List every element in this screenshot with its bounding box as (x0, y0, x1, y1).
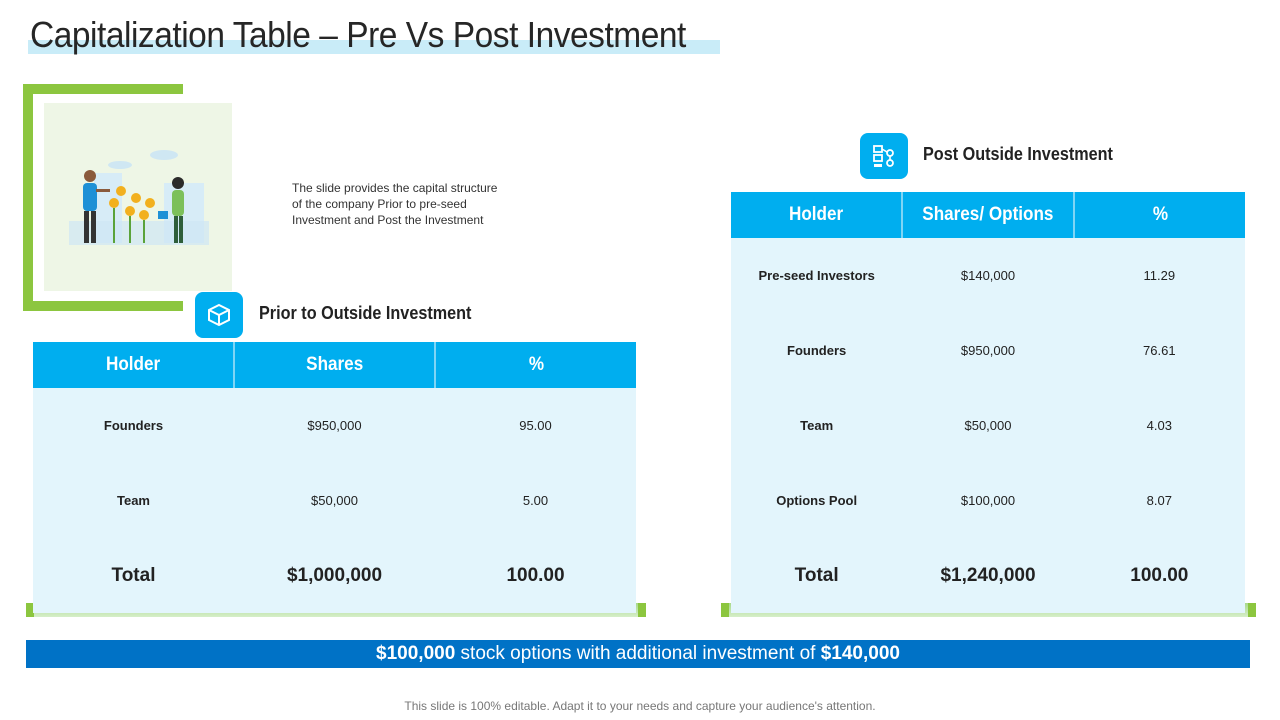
column-header: % (528, 354, 544, 375)
page-title: Capitalization Table – Pre Vs Post Inves… (30, 14, 686, 55)
total-percent: 100.00 (506, 564, 565, 586)
post-section-title: Post Outside Investment (923, 144, 1113, 164)
holder-cell: Founders (103, 418, 164, 433)
table-row: Pre-seed Investors $140,000 11.29 (731, 238, 1245, 313)
percent-cell: 95.00 (519, 418, 552, 433)
column-header: Holder (33, 342, 235, 388)
banner-amount-options: $100,000 (376, 643, 456, 664)
holder-cell: Options Pool (776, 493, 858, 508)
table-header: Holder Shares/ Options % (731, 192, 1245, 238)
prior-table: Holder Shares % Founders $950,000 95.00 … (33, 342, 636, 613)
total-percent: 100.00 (1130, 564, 1189, 586)
column-header: Holder (731, 192, 903, 238)
post-base-left (721, 603, 729, 617)
column-header: Shares/ Options (903, 192, 1075, 238)
banner-amount-investment: $140,000 (820, 643, 900, 664)
prior-base-left (26, 603, 34, 617)
holder-cell: Team (117, 493, 150, 508)
holder-cell: Pre-seed Investors (758, 268, 875, 283)
footer-note: This slide is 100% editable. Adapt it to… (404, 699, 876, 713)
shares-cell: $950,000 (307, 418, 362, 433)
illustration-image (44, 103, 232, 291)
percent-cell: 76.61 (1143, 343, 1176, 358)
shares-cell: $50,000 (964, 418, 1012, 433)
banner-text: stock options with additional investment… (455, 643, 821, 664)
percent-cell: 8.07 (1146, 493, 1172, 508)
cube-icon (195, 292, 243, 338)
table-row: Options Pool $100,000 8.07 (731, 463, 1245, 538)
post-table: Holder Shares/ Options % Pre-seed Invest… (731, 192, 1245, 613)
percent-cell: 4.03 (1146, 418, 1172, 433)
table-row: Founders $950,000 95.00 (33, 388, 636, 463)
post-base-right (1248, 603, 1256, 617)
title-wrap: Capitalization Table – Pre Vs Post Inves… (30, 14, 735, 56)
shares-cell: $140,000 (960, 268, 1016, 283)
table-row: Team $50,000 4.03 (731, 388, 1245, 463)
prior-section-title: Prior to Outside Investment (259, 303, 472, 323)
slide-description: The slide provides the capital structure… (292, 181, 498, 227)
growth-illustration-icon (69, 150, 209, 245)
table-header: Holder Shares % (33, 342, 636, 388)
title-underline (28, 40, 720, 54)
total-shares: $1,240,000 (940, 564, 1036, 586)
summary-banner: $100,000 stock options with additional i… (26, 640, 1250, 668)
shares-cell: $50,000 (311, 493, 358, 508)
shares-cell: $950,000 (960, 343, 1016, 358)
total-shares: $1,000,000 (286, 564, 383, 586)
total-label: Total (794, 564, 839, 586)
shares-cell: $100,000 (960, 493, 1016, 508)
holder-cell: Founders (787, 343, 847, 358)
illustration-frame (23, 84, 183, 311)
table-row: Team $50,000 5.00 (33, 463, 636, 538)
table-row: Founders $950,000 76.61 (731, 313, 1245, 388)
column-header: Shares (235, 342, 437, 388)
total-label: Total (111, 564, 156, 586)
column-header: % (1152, 204, 1168, 225)
total-row: Total $1,000,000 100.00 (33, 538, 636, 613)
holder-cell: Team (800, 418, 834, 433)
flowchart-icon (860, 133, 908, 179)
percent-cell: 11.29 (1143, 268, 1176, 283)
total-row: Total $1,240,000 100.00 (731, 538, 1245, 613)
prior-base-right (638, 603, 646, 617)
percent-cell: 5.00 (522, 493, 549, 508)
